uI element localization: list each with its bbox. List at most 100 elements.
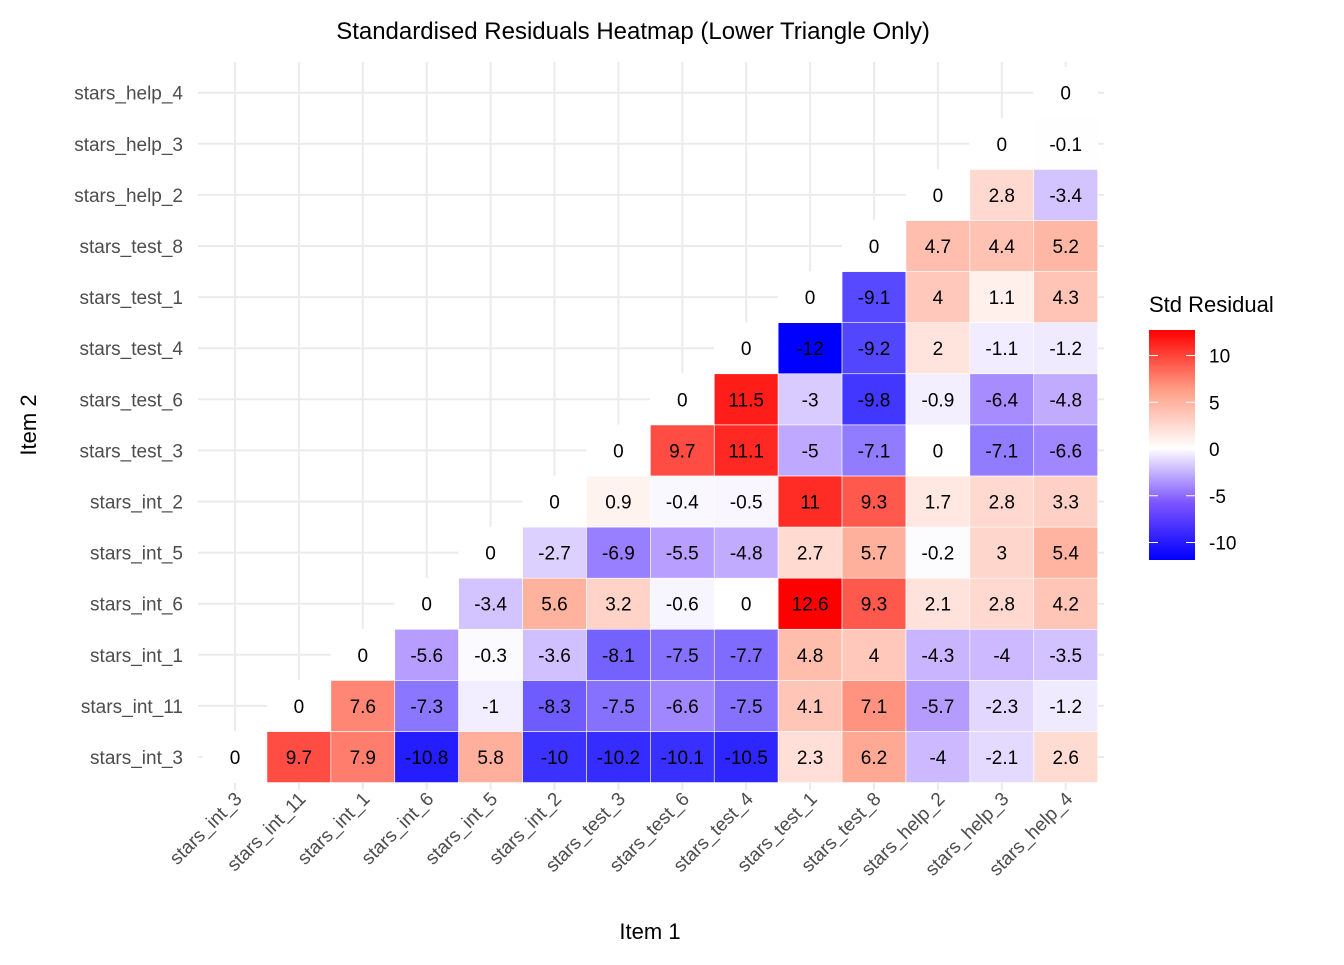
cell-value-label: -8.1 (602, 646, 635, 667)
cell-value-label: -1.2 (1049, 697, 1082, 718)
heatmap-cell (458, 680, 523, 732)
heatmap-cell (905, 322, 971, 375)
cell-value-label: 3.2 (605, 595, 631, 616)
heatmap-cell (650, 731, 715, 783)
cell-value-label: 0 (997, 135, 1008, 156)
cell-value-label: 2.8 (989, 595, 1015, 616)
cell-value-label: 0 (613, 441, 624, 462)
tiles: 0 9.7 7.9 -10.8 5.8 -10 -10.2 -10.1 -10.5 2.3 6.2-… (202, 66, 1098, 783)
cell-value-label: 9.3 (861, 595, 887, 616)
heatmap-cell (1033, 322, 1098, 375)
cell-value-label: 7.6 (350, 697, 376, 718)
heatmap-cell (586, 526, 651, 579)
cell-value-label: 5.4 (1052, 544, 1079, 565)
heatmap-cell (458, 526, 523, 579)
heatmap-cell (841, 322, 907, 375)
cell-value-label: 2.1 (925, 595, 951, 616)
cell-value-label: -5.6 (410, 646, 443, 667)
cell-value-label: 4.7 (925, 237, 951, 258)
cell-value-label: 0 (485, 544, 496, 565)
cell-value-label: 6.2 (861, 748, 887, 769)
cell-value-label: 0 (421, 595, 432, 616)
cell-value-label: -3.6 (538, 646, 571, 667)
y-tick-label: stars_test_1 (80, 288, 184, 309)
cell-value-label: 0 (230, 748, 241, 769)
cell-value-label: -10.1 (661, 748, 704, 769)
heatmap-cell (905, 220, 971, 272)
cell-value-label: -6.4 (985, 390, 1018, 411)
heatmap-cell (905, 577, 971, 630)
cell-value-label: 2.8 (989, 186, 1015, 207)
heatmap-cell (969, 526, 1035, 579)
heatmap-cell (969, 169, 1035, 221)
cell-value-label: -3 (802, 390, 819, 411)
x-axis-labels: stars_int_3stars_int_11stars_int_1stars_… (166, 788, 1078, 880)
cell-value-label: -3.5 (1049, 646, 1082, 667)
heatmap-cell (969, 424, 1035, 477)
cell-value-label: 2.7 (797, 544, 823, 565)
legend-tick-label: -5 (1209, 487, 1226, 508)
heatmap-cell (330, 680, 396, 732)
heatmap-cell (713, 577, 779, 630)
cell-value-label: 5.6 (541, 595, 567, 616)
cell-value-label: -3.4 (1049, 186, 1082, 207)
cell-value-label: 2.8 (989, 493, 1015, 514)
cell-value-label: -1 (482, 697, 499, 718)
heatmap-cell (1033, 117, 1098, 170)
heatmap-cell (650, 628, 715, 681)
heatmap-cell (905, 526, 971, 579)
cell-value-label: -4.8 (1049, 390, 1082, 411)
heatmap-cell (969, 680, 1035, 732)
heatmap-cell (969, 628, 1035, 681)
heatmap-cell (330, 731, 396, 783)
cell-value-label: 9.3 (861, 493, 887, 514)
y-tick-label: stars_int_11 (81, 697, 183, 718)
y-tick-label: stars_help_4 (74, 84, 183, 105)
cell-value-label: -9.1 (858, 288, 891, 309)
heatmap-cell (713, 680, 779, 732)
cell-value-label: -1.1 (985, 339, 1018, 360)
y-tick-label: stars_int_1 (90, 646, 183, 667)
cell-value-label: 0 (933, 186, 944, 207)
heatmap-cell (841, 731, 907, 783)
cell-value-label: 1.1 (989, 288, 1015, 309)
cell-value-label: -7.5 (730, 697, 763, 718)
heatmap-cell (841, 424, 907, 477)
cell-value-label: -10.2 (597, 748, 640, 769)
cell-value-label: 0 (1060, 84, 1071, 105)
y-tick-label: stars_help_2 (74, 186, 183, 207)
legend-tick-label: 5 (1209, 393, 1220, 414)
heatmap-cell (458, 628, 523, 681)
cell-value-label: 0 (869, 237, 880, 258)
cell-value-label: 0.9 (605, 493, 631, 514)
cell-value-label: -9.2 (858, 339, 891, 360)
y-tick-label: stars_int_3 (90, 748, 183, 769)
cell-value-label: -7.1 (858, 441, 891, 462)
cell-value-label: -0.6 (666, 595, 699, 616)
cell-value-label: -0.4 (666, 493, 699, 514)
heatmap-cell (841, 577, 907, 630)
y-tick-label: stars_test_3 (80, 441, 184, 462)
cell-value-label: 5.8 (477, 748, 503, 769)
legend-tick-label: 0 (1209, 440, 1220, 461)
cell-value-label: 0 (549, 493, 560, 514)
cell-value-label: -7.7 (730, 646, 763, 667)
heatmap-cell (522, 577, 587, 630)
heatmap-cell (1033, 66, 1098, 119)
cell-value-label: 11.5 (728, 390, 764, 411)
heatmap-cell (266, 731, 332, 783)
heatmap-cell (777, 373, 843, 426)
cell-value-label: -7.3 (410, 697, 443, 718)
cell-value-label: -2.7 (538, 544, 571, 565)
heatmap-cell (713, 628, 779, 681)
heatmap-cell (458, 731, 523, 783)
y-tick-label: stars_test_6 (80, 390, 184, 411)
cell-value-label: 4 (869, 646, 880, 667)
heatmap-cell (1033, 475, 1098, 528)
cell-value-label: 4 (933, 288, 944, 309)
cell-value-label: -6.6 (1049, 441, 1082, 462)
cell-value-label: -0.9 (922, 390, 955, 411)
cell-value-label: 9.7 (286, 748, 312, 769)
heatmap-cell (713, 424, 779, 477)
